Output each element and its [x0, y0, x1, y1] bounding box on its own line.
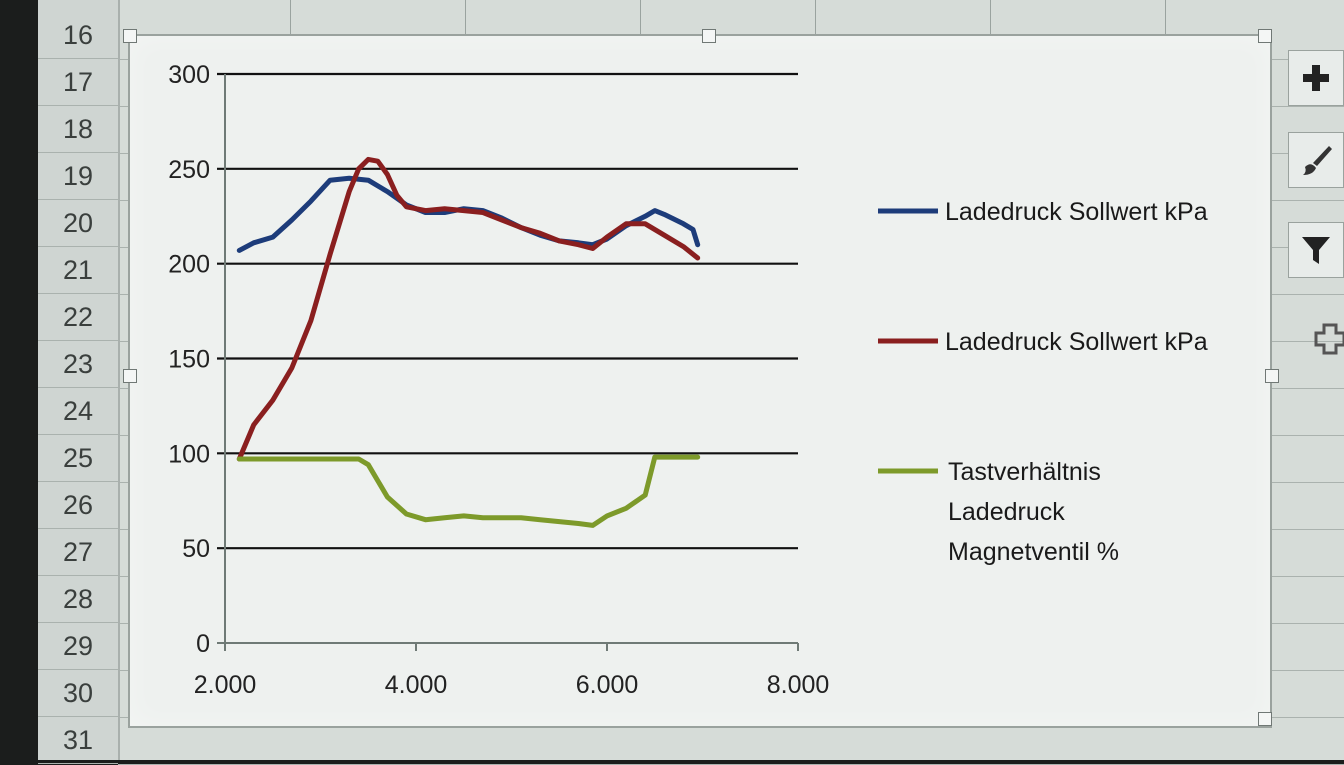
row-number[interactable]: 25 — [38, 435, 118, 482]
y-tick-label: 150 — [168, 346, 210, 374]
x-tick-label: 4.000 — [385, 671, 448, 699]
column-divider — [640, 0, 641, 40]
x-tick-label: 8.000 — [767, 671, 830, 699]
y-tick-label: 100 — [168, 440, 210, 468]
row-number[interactable]: 20 — [38, 200, 118, 247]
row-number[interactable]: 21 — [38, 247, 118, 294]
resize-handle-bottom-right[interactable] — [1258, 712, 1272, 726]
legend-label: Magnetventil % — [948, 538, 1119, 566]
row-number[interactable]: 30 — [38, 670, 118, 717]
legend-label: Ladedruck Sollwert kPa — [945, 198, 1208, 226]
column-divider — [815, 0, 816, 40]
chart-filters-button[interactable] — [1288, 222, 1344, 278]
funnel-icon — [1302, 237, 1330, 264]
row-number[interactable]: 28 — [38, 576, 118, 623]
row-number[interactable]: 31 — [38, 717, 118, 764]
row-number[interactable]: 18 — [38, 106, 118, 153]
row-number[interactable]: 29 — [38, 623, 118, 670]
y-tick-label: 300 — [168, 61, 210, 89]
resize-handle-top[interactable] — [702, 29, 716, 43]
row-number[interactable]: 23 — [38, 341, 118, 388]
row-number[interactable]: 22 — [38, 294, 118, 341]
row-number[interactable]: 24 — [38, 388, 118, 435]
row-header-column: 16 17 18 19 20 21 22 23 24 25 26 27 28 29 30 31 — [38, 0, 120, 764]
resize-handle-top-right[interactable] — [1258, 29, 1272, 43]
resize-handle-left[interactable] — [123, 369, 137, 383]
column-divider — [990, 0, 991, 40]
row-number[interactable]: 26 — [38, 482, 118, 529]
chart-elements-button[interactable] — [1288, 50, 1344, 106]
y-tick-label: 200 — [168, 251, 210, 279]
resize-handle-right[interactable] — [1265, 369, 1279, 383]
y-tick-label: 250 — [168, 156, 210, 184]
resize-handle-top-left[interactable] — [123, 29, 137, 43]
chart-styles-button[interactable] — [1288, 132, 1344, 188]
chart-area[interactable]: 0 50 100 150 200 250 300 2.000 4.000 6.000 8.000 … — [123, 29, 1279, 728]
y-tick-label: 0 — [196, 630, 210, 658]
row-number[interactable]: 17 — [38, 59, 118, 106]
legend-label: Ladedruck — [948, 498, 1065, 526]
move-icon — [1314, 323, 1344, 355]
y-tick-label: 50 — [182, 535, 210, 563]
series-line — [236, 454, 701, 528]
plus-icon — [1303, 65, 1329, 91]
row-number[interactable]: 19 — [38, 153, 118, 200]
x-tick-label: 2.000 — [194, 671, 257, 699]
row-number[interactable]: 16 — [38, 12, 118, 59]
x-tick-label: 6.000 — [576, 671, 639, 699]
column-divider — [290, 0, 291, 40]
series-line — [236, 175, 701, 253]
row-number[interactable]: 27 — [38, 529, 118, 576]
legend-label: Ladedruck Sollwert kPa — [945, 328, 1208, 356]
move-handle[interactable] — [1314, 310, 1344, 366]
column-divider — [465, 0, 466, 40]
paintbrush-icon — [1303, 146, 1332, 175]
column-divider — [1165, 0, 1166, 40]
series-line — [236, 156, 701, 462]
legend-label: Tastverhältnis — [948, 458, 1101, 486]
